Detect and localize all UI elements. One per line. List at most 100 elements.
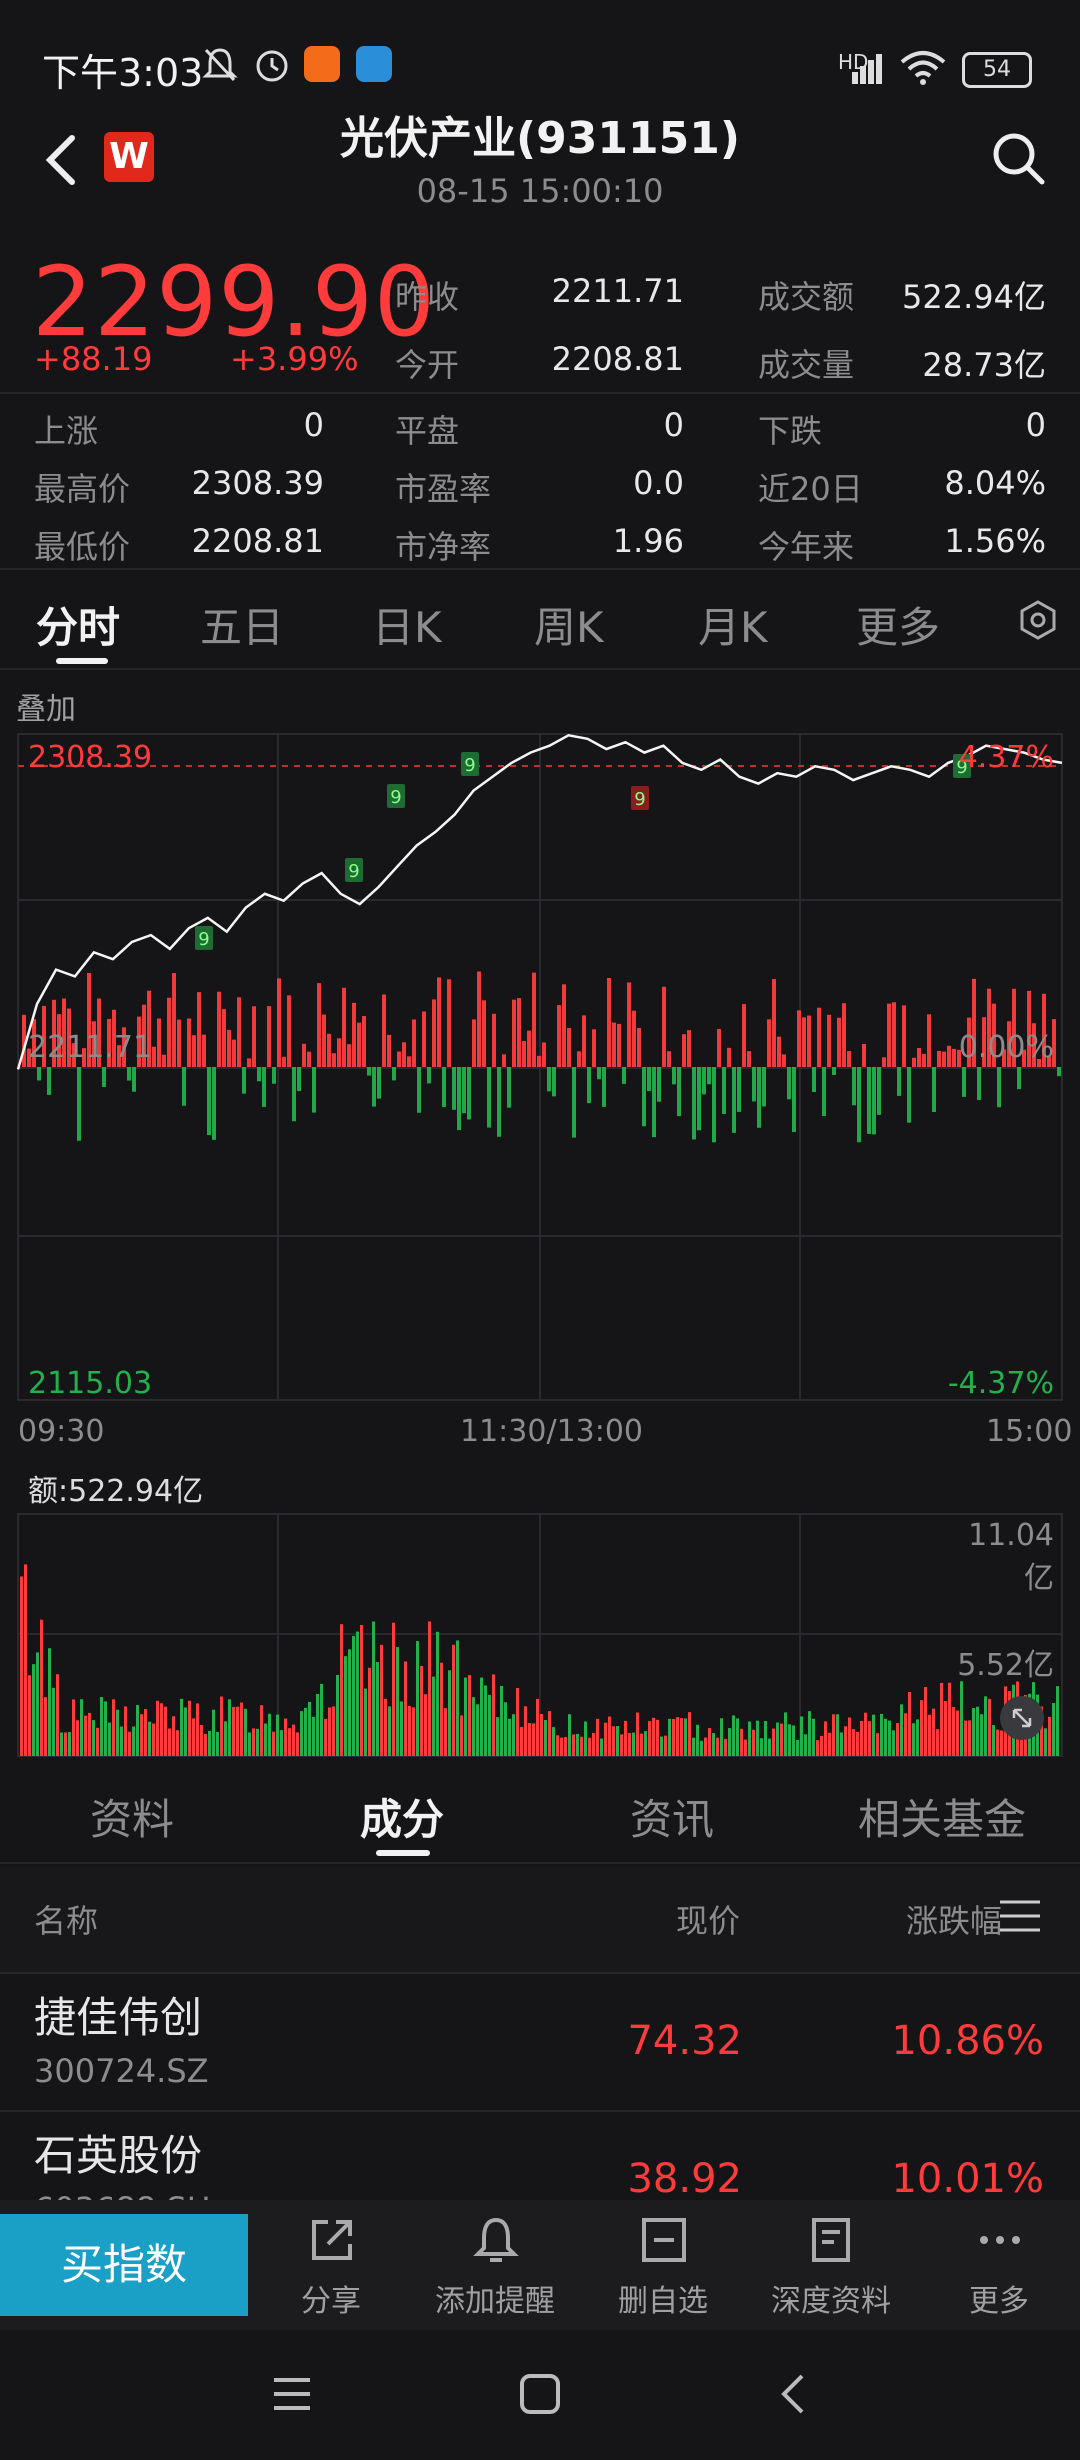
volume-bar <box>752 1067 756 1102</box>
volume-bar <box>517 998 521 1067</box>
turnover-bar <box>768 1738 771 1756</box>
turnover-bar <box>332 1706 335 1756</box>
turnover-bar <box>248 1732 251 1756</box>
table-row[interactable]: 石英股份 603688.SH 38.92 10.01% <box>0 2114 1080 2200</box>
volume-bar <box>92 1021 96 1067</box>
turnover-bar <box>944 1701 947 1756</box>
volume-bar <box>1037 1058 1041 1067</box>
volume-bar <box>647 1067 651 1092</box>
volume-bar <box>42 1005 46 1067</box>
table-row[interactable]: 捷佳伟创 300724.SZ 74.32 10.86% <box>0 1976 1080 2110</box>
remove-watchlist-button[interactable]: 删自选 <box>588 2214 738 2324</box>
turnover-bar <box>908 1692 911 1756</box>
column-change[interactable]: 涨跌幅 <box>906 1902 1002 1940</box>
tab-news[interactable]: 资讯 <box>630 1795 715 1844</box>
turnover-bar <box>544 1719 547 1756</box>
expand-chart-button[interactable] <box>1000 1696 1044 1740</box>
add-alert-button[interactable]: 添加提醒 <box>420 2214 570 2324</box>
tab-profile[interactable]: 资料 <box>90 1795 175 1844</box>
turnover-bar <box>420 1665 423 1756</box>
turnover-bar <box>748 1721 751 1756</box>
alarm-icon <box>256 50 288 82</box>
volume-bar <box>942 1051 946 1067</box>
signal-mark-label: 9 <box>464 755 475 776</box>
volume-bar <box>692 1067 696 1140</box>
column-name[interactable]: 名称 <box>34 1902 99 1940</box>
turnover-bar <box>848 1717 851 1756</box>
menu-icon[interactable] <box>998 1896 1042 1936</box>
volume-bar <box>397 1051 401 1067</box>
stat-label: 今年来 <box>758 528 855 566</box>
back-nav-icon[interactable] <box>772 2372 816 2416</box>
tab-five-day[interactable]: 五日 <box>200 603 285 652</box>
tab-constituents[interactable]: 成分 <box>360 1795 445 1844</box>
volume-bar <box>317 983 321 1067</box>
turnover-bar <box>152 1723 155 1756</box>
volume-bar <box>82 1048 86 1067</box>
turnover-bar <box>96 1727 99 1756</box>
tab-weekly-k[interactable]: 周K <box>534 603 604 652</box>
turnover-bar <box>24 1564 27 1756</box>
chart-settings-icon[interactable] <box>1016 598 1060 642</box>
intraday-chart[interactable]: 9 9 9 9 9 9 <box>0 720 1080 1420</box>
turnover-bar <box>40 1619 43 1756</box>
turnover-amount-label: 额:522.94亿 <box>28 1474 204 1509</box>
turnover-bar <box>160 1703 163 1756</box>
buy-index-button[interactable]: 买指数 <box>0 2214 248 2316</box>
turnover-bar <box>324 1718 327 1756</box>
tab-timeshare[interactable]: 分时 <box>36 603 121 652</box>
more-button[interactable]: 更多 <box>924 2214 1074 2324</box>
deep-data-button[interactable]: 深度资料 <box>756 2214 906 2324</box>
home-icon[interactable] <box>518 2372 562 2416</box>
recent-apps-icon[interactable] <box>270 2372 314 2416</box>
volume-bar <box>502 1054 506 1067</box>
back-arrow-icon[interactable] <box>40 130 80 190</box>
volume-bar <box>962 1067 966 1097</box>
tab-related-funds[interactable]: 相关基金 <box>858 1795 1027 1844</box>
volume-bar <box>832 1067 836 1076</box>
signal-mark-label: 9 <box>348 861 359 882</box>
volume-bar <box>257 1067 261 1082</box>
turnover-bar <box>996 1729 999 1756</box>
stat-value: 0 <box>303 406 324 444</box>
turnover-bar <box>756 1720 759 1756</box>
turnover-bar <box>656 1719 659 1756</box>
volume-bar <box>722 1067 726 1114</box>
volume-bar <box>847 1051 851 1067</box>
volume-bar <box>982 1017 986 1067</box>
turnover-bar <box>472 1697 475 1756</box>
turnover-bar <box>912 1723 915 1756</box>
turnover-bar <box>280 1730 283 1756</box>
axis-top-pct: 4.37% <box>958 740 1054 775</box>
volume-bar <box>737 1067 741 1112</box>
bell-icon <box>473 2217 519 2262</box>
turnover-bar <box>456 1640 459 1756</box>
volume-bar <box>677 1067 681 1117</box>
volume-bar <box>1007 1021 1011 1067</box>
volume-bar <box>422 1011 426 1067</box>
turnover-bar <box>832 1714 835 1756</box>
turnover-bar <box>808 1711 811 1756</box>
tab-monthly-k[interactable]: 月K <box>698 603 768 652</box>
turnover-bar <box>276 1714 279 1756</box>
turnover-bar <box>596 1718 599 1756</box>
column-price[interactable]: 现价 <box>676 1902 741 1940</box>
turnover-bar <box>812 1718 815 1756</box>
turnover-tick-mid: 5.52亿 <box>957 1648 1054 1683</box>
volume-bar <box>462 1067 466 1114</box>
turnover-bar <box>816 1740 819 1756</box>
stat-value: 2208.81 <box>191 522 324 560</box>
turnover-bar <box>412 1707 415 1756</box>
search-icon[interactable] <box>988 128 1048 188</box>
status-bar: 下午3:03 HD 54 <box>0 0 1080 120</box>
tab-more[interactable]: 更多 <box>856 603 941 652</box>
turnover-label: 成交额 <box>758 278 855 316</box>
overlay-button[interactable]: 叠加 <box>16 692 76 727</box>
share-button[interactable]: 分享 <box>256 2214 406 2324</box>
axis-bottom-price: 2115.03 <box>28 1366 153 1401</box>
turnover-bar <box>696 1724 699 1756</box>
tab-daily-k[interactable]: 日K <box>372 603 442 652</box>
volume-bar <box>892 1002 896 1067</box>
turnover-bar <box>772 1728 775 1756</box>
volume-bar <box>52 999 56 1067</box>
